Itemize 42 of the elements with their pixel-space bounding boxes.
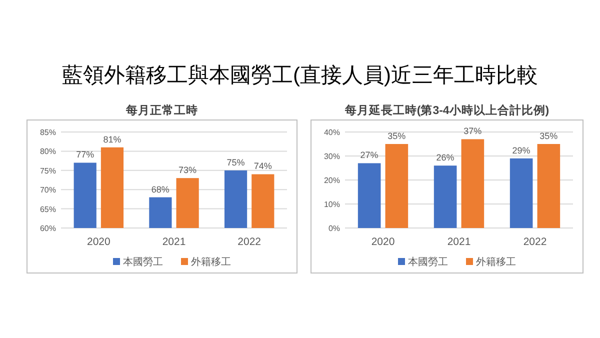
data-label: 29% xyxy=(512,145,530,156)
data-label: 26% xyxy=(436,152,454,163)
data-label: 74% xyxy=(254,161,272,172)
chart-title: 每月延長工時(第3-4小時以上合計比例) xyxy=(344,103,550,117)
y-tick-label: 40% xyxy=(324,128,340,137)
y-tick-label: 75% xyxy=(40,166,56,176)
bar xyxy=(385,144,408,228)
bar xyxy=(537,144,560,228)
bar xyxy=(510,158,533,228)
y-tick-label: 85% xyxy=(40,128,56,137)
bar xyxy=(434,166,457,228)
legend-label: 外籍移工 xyxy=(191,256,231,268)
y-tick-label: 20% xyxy=(324,176,340,185)
data-label: 27% xyxy=(360,150,378,160)
y-tick-label: 10% xyxy=(324,200,340,209)
data-label: 68% xyxy=(151,184,170,194)
legend-label: 本國勞工 xyxy=(408,256,448,268)
text: 藍領外籍移工與本國勞工(直接人員)近三年工時比較 xyxy=(62,64,538,87)
y-tick-label: 0% xyxy=(328,224,340,233)
bar xyxy=(358,163,381,228)
data-label: 37% xyxy=(464,126,482,136)
y-tick-label: 30% xyxy=(324,152,340,161)
bar xyxy=(461,139,484,228)
chart-title: 每月正常工時 xyxy=(125,103,198,117)
y-tick-label: 65% xyxy=(40,204,56,214)
y-tick-label: 70% xyxy=(40,186,56,195)
x-tick-label: 2020 xyxy=(86,236,111,248)
data-label: 77% xyxy=(76,150,94,160)
x-tick-label: 2022 xyxy=(523,236,547,248)
data-label: 73% xyxy=(178,165,197,176)
data-label: 35% xyxy=(388,131,406,141)
x-tick-label: 2021 xyxy=(447,236,471,248)
y-tick-label: 80% xyxy=(40,147,56,156)
legend-label: 外籍移工 xyxy=(476,256,516,268)
y-tick-label: 60% xyxy=(40,224,56,233)
data-label: 81% xyxy=(103,134,122,144)
data-label: 75% xyxy=(226,157,245,168)
x-tick-label: 2021 xyxy=(162,236,186,248)
data-label: 35% xyxy=(540,131,558,141)
x-tick-label: 2022 xyxy=(238,236,262,248)
legend-label: 本國勞工 xyxy=(123,256,163,268)
x-tick-label: 2020 xyxy=(371,236,395,248)
